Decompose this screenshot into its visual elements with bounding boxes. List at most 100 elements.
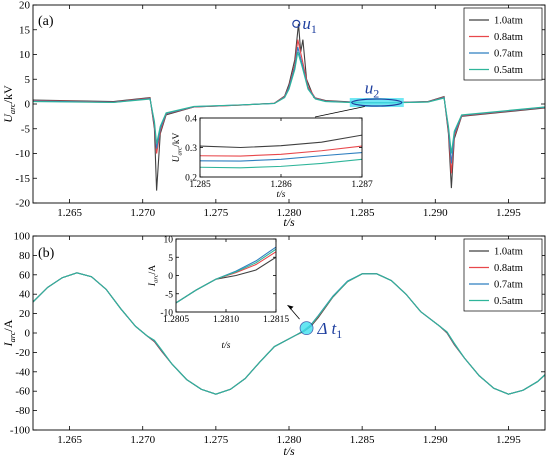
- p1-x-axis-label: t/s: [283, 444, 295, 458]
- p0-y-tick-label: -5: [21, 123, 31, 135]
- p1-x-tick-label: 1.285: [350, 434, 375, 446]
- p0-x-tick-label: 1.270: [130, 207, 155, 219]
- p1-x-tick-label: 1.280: [277, 434, 302, 446]
- p0-y-tick-label: 15: [19, 24, 31, 36]
- p1-y-tick-label: 80: [19, 250, 31, 262]
- p0-annotation-u1: u1: [302, 14, 317, 36]
- p0-inset-series-line-0_5atm: [200, 158, 362, 169]
- p0-inset-y-tick-label: 0.3: [185, 144, 197, 154]
- p1-y-axis-label-sub: arc: [8, 331, 17, 342]
- p0-y-axis-label-sub: arc: [8, 103, 17, 114]
- p1-y-tick-label: 60: [19, 269, 31, 281]
- p0-legend-entry: 0.5atm: [494, 65, 523, 76]
- p1-annotation-dt1: Δ t1: [317, 319, 343, 341]
- p0-legend-entry: 1.0atm: [494, 16, 523, 27]
- p1-inset-pointer-head: [287, 305, 294, 310]
- p0-u1-marker: [292, 19, 301, 28]
- p1-legend-entry: 0.5atm: [494, 296, 523, 307]
- p1-inset-y-axis-label: Iarc/A: [148, 265, 159, 287]
- p0-x-axis-label: t/s: [283, 215, 295, 229]
- p0-inset-pointer: [314, 106, 365, 118]
- chart-panel-b: 1.265 1.270 1.275 1.280 1.285 1.290 1.295-100-…: [1, 231, 546, 458]
- p0-series-line-0_5atm: [33, 51, 545, 154]
- p0-y-axis-label-main: U: [1, 113, 15, 123]
- p0-legend-entry: 0.8atm: [494, 32, 523, 43]
- p0-annotation-u2-sub: 2: [373, 87, 379, 101]
- p1-legend-entry: 0.8atm: [494, 263, 523, 274]
- p0-series-group: [33, 23, 545, 191]
- p0-y-tick-label: -10: [15, 148, 30, 160]
- chart-panel-a: 1.265 1.270 1.275 1.280 1.285 1.290 1.295 -20 -1…: [1, 0, 546, 229]
- p0-x-tick-label: 1.290: [423, 207, 448, 219]
- p0-x-tick-label: 1.280: [277, 207, 302, 219]
- p1-legend: 1.0atm 0.8atm 0.7atm 0.5atm: [463, 238, 543, 312]
- p1-y-tick-label: 40: [19, 289, 31, 301]
- p0-inset-y-axis-label: Uarc/kV: [172, 132, 183, 162]
- p0-y-tick-label: 0: [25, 99, 31, 111]
- p0-panel-label: (a): [38, 14, 54, 29]
- p1-dt1-marker: [299, 321, 314, 336]
- p0-legend-entry: 0.7atm: [494, 49, 523, 60]
- p1-inset-y-axis-label-main: I: [148, 282, 158, 287]
- p0-inset-x-axis-label: t/s: [277, 190, 286, 200]
- p0-inset-series-line-0_8atm: [200, 145, 362, 157]
- p0-y-axis-label: Uarc/kV: [1, 85, 17, 123]
- p0-x-tick-label: 1.275: [203, 207, 228, 219]
- p1-y-tick-label: -100: [10, 425, 31, 437]
- p0-inset-series-line-1_0atm: [200, 134, 362, 149]
- p1-x-tick-label: 1.265: [57, 434, 82, 446]
- p0-legend: 1.0atm 0.8atm 0.7atm 0.5atm: [463, 7, 543, 81]
- p0-inset-y-axis-label-unit: /kV: [172, 132, 182, 146]
- p1-inset-y-tick-label: 10: [164, 236, 174, 246]
- p1-y-tick-label: -80: [15, 405, 30, 417]
- p0-frame: [32, 4, 546, 204]
- p0-inset-x-tick-label: 1.285: [189, 180, 211, 190]
- p0-u2-highlight: [349, 98, 404, 108]
- p0-inset-x-tick-label: 1.287: [351, 180, 373, 190]
- p1-y-tick-label: 0: [25, 328, 31, 340]
- p0-y-tick-label: 20: [19, 0, 31, 12]
- p0-inset-y-axis-label-main: U: [172, 154, 182, 162]
- p1-inset-series-line-0_5atm: [176, 248, 276, 304]
- p1-y-axis-label-main: I: [1, 341, 15, 347]
- p1-inset-series-group: [176, 246, 276, 304]
- p0-inset: 1.285 1.286 1.287 0.2 0.3 0.4 t/s Uarc/kV: [172, 115, 373, 201]
- p0-y-tick-label: 5: [25, 74, 31, 86]
- p0-inset-series-group: [200, 134, 362, 169]
- p1-x-tick-label: 1.295: [496, 434, 521, 446]
- p1-x-tick-label: 1.275: [203, 434, 228, 446]
- p1-y-tick-label: -40: [15, 366, 30, 378]
- p0-inset-series-line-0_7atm: [200, 151, 362, 162]
- p1-inset-y-tick-label: -10: [160, 309, 173, 319]
- p0-y-tick-label: -15: [15, 173, 30, 185]
- p1-y-axis-label-unit: /A: [1, 319, 15, 331]
- p1-y-tick-label: -20: [15, 347, 30, 359]
- p1-legend-entry: 1.0atm: [494, 247, 523, 258]
- p1-inset-y-tick-label: 0: [168, 272, 173, 282]
- p0-inset-x-tick-label: 1.286: [270, 180, 292, 190]
- p1-panel-label: (b): [38, 246, 55, 261]
- p0-y-tick-label: -20: [15, 198, 30, 210]
- p1-y-axis-label: Iarc/A: [1, 319, 17, 347]
- p0-y-tick-label: 10: [19, 49, 31, 61]
- p0-x-tick-label: 1.265: [57, 207, 82, 219]
- p0-annotation-u2: u2: [365, 79, 380, 101]
- p1-legend-entry: 0.7atm: [494, 280, 523, 291]
- p1-annotation-dt1-sub: 1: [336, 327, 342, 341]
- p0-inset-y-tick-label: 0.2: [185, 174, 197, 184]
- p1-inset-y-tick-label: -5: [165, 290, 173, 300]
- p1-series-group: [33, 272, 545, 395]
- p0-u2-ellipse: [351, 98, 403, 107]
- p1-inset-x-tick-label: 1.2805: [163, 315, 189, 325]
- p1-inset-x-axis-label: t/s: [222, 341, 231, 351]
- p1-series-line-0_5atm: [33, 272, 545, 395]
- p1-y-tick-label: 20: [19, 308, 31, 320]
- p1-y-tick-label: -60: [15, 386, 30, 398]
- p1-inset-y-axis-label-unit: /A: [148, 265, 158, 275]
- p1-inset-y-tick-label: 5: [168, 254, 173, 264]
- p0-annotation-u1-sub: 1: [311, 22, 317, 36]
- p1-inset-y-axis-label-sub: arc: [152, 274, 159, 283]
- p1-x-tick-label: 1.270: [130, 434, 155, 446]
- p0-inset-y-tick-label: 0.4: [185, 115, 197, 125]
